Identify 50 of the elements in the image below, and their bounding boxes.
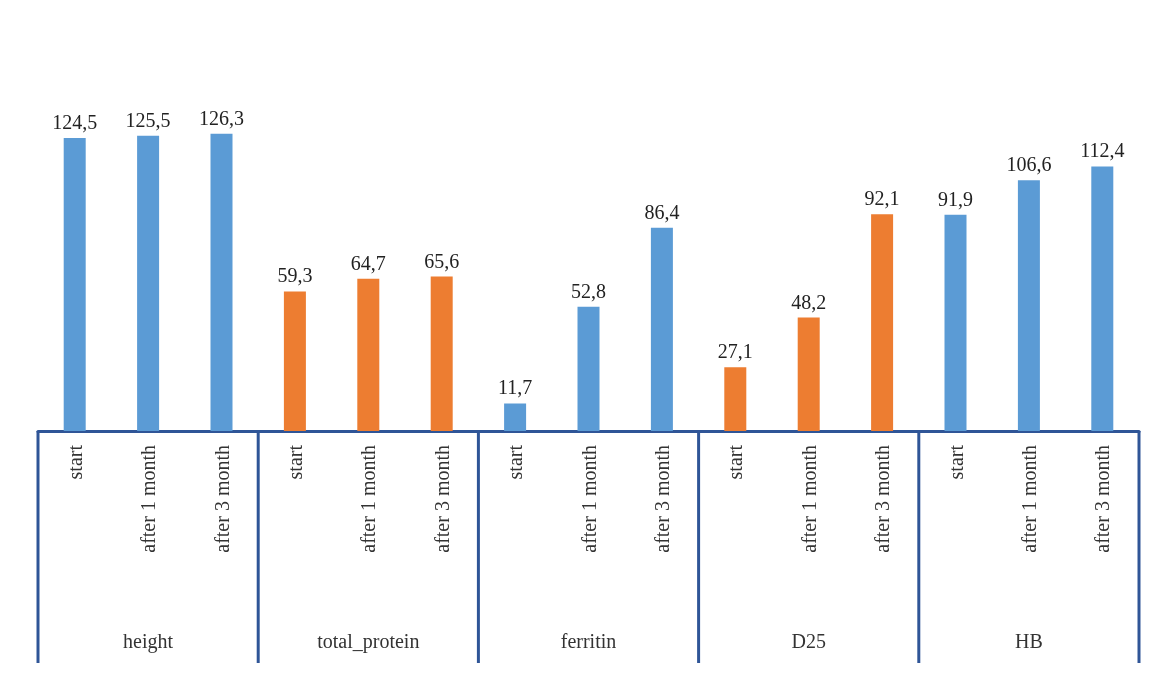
x-tick-label: after 1 month — [137, 445, 160, 553]
text: D25 — [791, 630, 826, 652]
x-tick-label: after 1 month — [577, 445, 600, 553]
x-tick-label: after 3 month — [871, 445, 894, 553]
x-tick-label: after 3 month — [210, 445, 233, 553]
data-label: 11,7 — [497, 376, 533, 399]
x-tick-label: after 1 month — [357, 445, 380, 553]
bar — [504, 403, 527, 431]
data-label: 112,4 — [1080, 139, 1125, 162]
text: HB — [1015, 630, 1043, 652]
bar — [283, 291, 306, 431]
data-label: 65,6 — [424, 249, 460, 272]
bar — [724, 367, 747, 431]
data-label: 27,1 — [717, 340, 753, 363]
bar — [210, 133, 233, 431]
bar — [797, 317, 820, 431]
x-tick-label: after 3 month — [650, 445, 673, 553]
bar — [1017, 180, 1040, 431]
x-tick-label: after 3 month — [1091, 445, 1114, 553]
data-label: 91,9 — [938, 187, 973, 210]
data-label: 126,3 — [199, 106, 244, 129]
data-label: 106,6 — [1006, 153, 1052, 176]
data-label: 124,5 — [52, 111, 98, 134]
x-tick-label: start — [724, 444, 747, 480]
data-label: 52,8 — [571, 279, 606, 302]
text: total_protein — [317, 630, 420, 653]
data-label: 48,2 — [791, 290, 827, 313]
bar — [577, 306, 600, 431]
text: ferritin — [560, 630, 617, 652]
bar — [871, 214, 894, 431]
x-tick-label: start — [283, 444, 306, 480]
bar — [1091, 166, 1114, 431]
data-label: 59,3 — [277, 264, 313, 287]
data-label: 64,7 — [350, 251, 386, 274]
x-tick-label: after 1 month — [1017, 445, 1040, 553]
x-tick-label: start — [63, 444, 86, 480]
data-label: 92,1 — [864, 187, 900, 210]
data-label: 86,4 — [644, 200, 680, 223]
data-label: 125,5 — [125, 108, 171, 131]
bar — [63, 138, 86, 431]
x-tick-label: after 3 month — [430, 445, 453, 553]
x-tick-label: after 1 month — [797, 445, 820, 553]
bar — [137, 135, 160, 431]
bar — [430, 276, 453, 431]
bar — [944, 214, 967, 431]
bar — [650, 227, 673, 431]
bar — [357, 278, 380, 431]
text: height — [123, 630, 174, 653]
x-tick-label: start — [504, 444, 527, 480]
x-tick-label: start — [944, 444, 967, 480]
